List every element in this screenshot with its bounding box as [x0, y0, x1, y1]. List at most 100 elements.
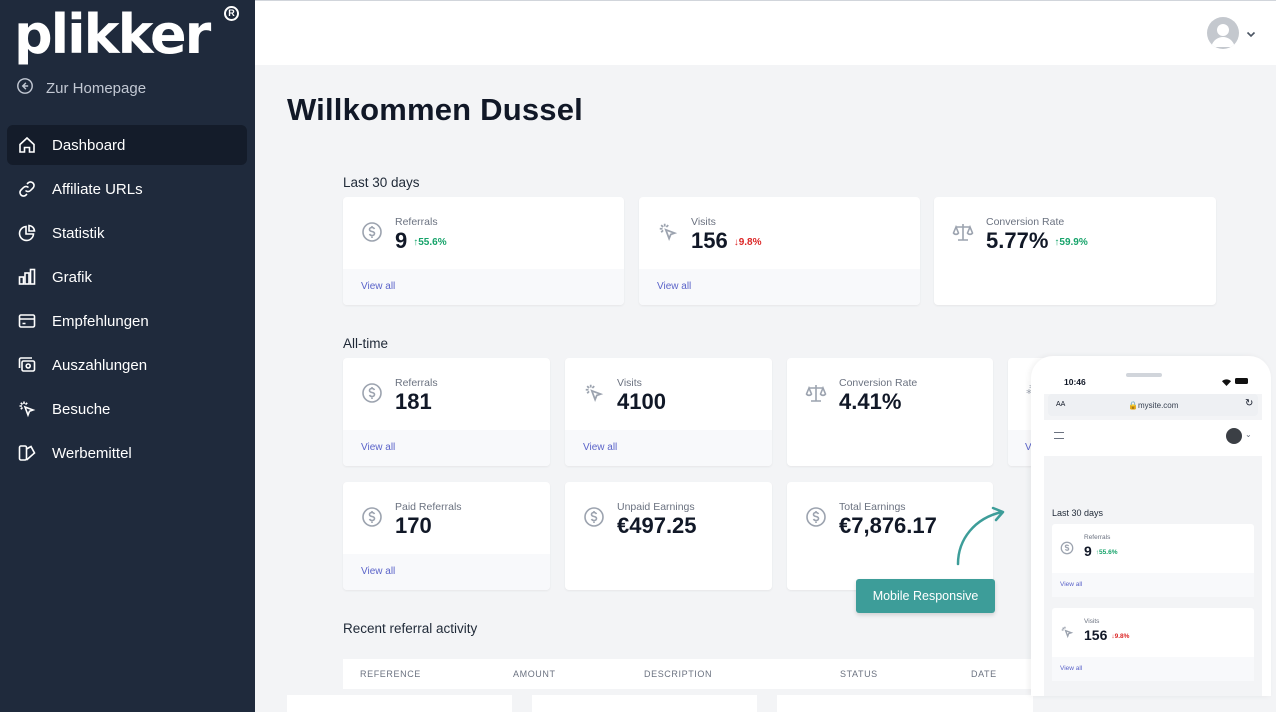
view-all-link[interactable]: View all — [1060, 665, 1083, 672]
metric-value: 9 ↑55.6% — [1084, 543, 1118, 559]
view-all-link[interactable]: View all — [1060, 581, 1083, 588]
card-referrals-all: Referrals 181 View all — [343, 358, 550, 466]
section-label-last-30: Last 30 days — [343, 175, 420, 190]
column-reference[interactable]: REFERENCE — [360, 669, 421, 679]
chevron-down-icon[interactable]: ⌄ — [1245, 430, 1252, 439]
registered-mark: R — [224, 6, 239, 21]
user-avatar[interactable] — [1207, 17, 1239, 49]
section-label-recent: Recent referral activity — [343, 621, 478, 636]
phone-url-bar: AA 🔒mysite.com ↻ — [1048, 394, 1258, 416]
dollar-circle-icon — [583, 506, 605, 528]
sidebar-item-label: Besuche — [52, 400, 111, 418]
mobile-responsive-button[interactable]: Mobile Responsive — [856, 579, 995, 613]
home-link-label: Zur Homepage — [46, 79, 147, 97]
metric-label: Visits — [691, 216, 716, 228]
metric-value: 9 ↑55.6% — [395, 228, 447, 254]
trend-up-badge: ↑55.6% — [1095, 549, 1118, 556]
chevron-down-icon[interactable] — [1245, 27, 1257, 45]
column-date[interactable]: DATE — [971, 669, 997, 679]
page-title: Willkommen Dussel — [287, 92, 583, 127]
avatar[interactable] — [1226, 428, 1242, 444]
phone-card-visits: Visits 156 ↓9.8% View all — [1052, 608, 1254, 681]
sidebar-item-label: Dashboard — [52, 136, 126, 154]
column-description[interactable]: DESCRIPTION — [644, 669, 713, 679]
delta-value: 59.9% — [1059, 237, 1088, 248]
sidebar-item-label: Grafik — [52, 268, 93, 286]
scale-icon — [952, 221, 974, 243]
brand-logo[interactable]: plikker — [14, 3, 211, 66]
sidebar-item-grafik[interactable]: Grafik — [7, 257, 247, 297]
card-unpaid-earnings: Unpaid Earnings €497.25 — [565, 482, 772, 590]
sidebar-item-statistik[interactable]: Statistik — [7, 213, 247, 253]
metric-value: 156 ↓9.8% — [691, 228, 762, 254]
trend-down-badge: ↓9.8% — [733, 237, 762, 248]
metric-value: 156 ↓9.8% — [1084, 627, 1130, 643]
column-status[interactable]: STATUS — [840, 669, 878, 679]
metric-number: 9 — [395, 228, 408, 253]
trend-down-badge: ↓9.8% — [1111, 633, 1130, 640]
view-all-link[interactable]: V — [1025, 442, 1032, 453]
phone-section-label: Last 30 days — [1052, 508, 1104, 518]
sidebar-item-label: Empfehlungen — [52, 312, 149, 330]
sidebar-item-label: Statistik — [52, 224, 105, 242]
cursor-click-icon — [17, 399, 37, 419]
arrow-left-circle-icon — [16, 77, 34, 99]
mobile-preview: 10:46 AA 🔒mysite.com ↻ ⌄ Last 30 days Re… — [1031, 356, 1271, 696]
sidebar-item-besuche[interactable]: Besuche — [7, 389, 247, 429]
top-bar — [255, 0, 1276, 65]
metric-value: 4100 — [617, 389, 666, 414]
sidebar-item-auszahlungen[interactable]: Auszahlungen — [7, 345, 247, 385]
card-visits-30: Visits 156 ↓9.8% View all — [639, 197, 920, 305]
view-all-link[interactable]: View all — [361, 281, 396, 292]
card-visits-all: Visits 4100 View all — [565, 358, 772, 466]
metric-label: Conversion Rate — [986, 216, 1065, 228]
cursor-click-icon — [1060, 625, 1074, 639]
view-all-link[interactable]: View all — [361, 442, 396, 453]
metric-number: 156 — [691, 228, 728, 253]
delta-value: 9.8% — [738, 237, 762, 248]
phone-url: 🔒mysite.com — [1128, 401, 1179, 410]
metric-value: 181 — [395, 389, 432, 414]
sidebar-item-werbemittel[interactable]: Werbemittel — [7, 433, 247, 473]
metric-value: 170 — [395, 513, 432, 538]
card-paid-referrals: Paid Referrals 170 View all — [343, 482, 550, 590]
reload-icon[interactable]: ↻ — [1245, 398, 1254, 409]
metric-label: Total Earnings — [839, 501, 906, 513]
sidebar-item-label: Affiliate URLs — [52, 180, 143, 198]
phone-status-bar: 10:46 — [1044, 370, 1262, 394]
sidebar-item-dashboard[interactable]: Dashboard — [7, 125, 247, 165]
dollar-circle-icon — [361, 506, 383, 528]
metric-label: Referrals — [395, 377, 438, 389]
menu-icon[interactable] — [1054, 432, 1064, 439]
sidebar-item-empfehlungen[interactable]: Empfehlungen — [7, 301, 247, 341]
battery-icon — [1235, 378, 1248, 384]
home-link[interactable]: Zur Homepage — [16, 77, 146, 99]
dollar-circle-icon — [805, 506, 827, 528]
card-referrals-30: Referrals 9 ↑55.6% View all — [343, 197, 624, 305]
cursor-click-icon — [657, 221, 679, 243]
metric-value: 4.41% — [839, 389, 902, 414]
link-icon — [17, 179, 37, 199]
bar-chart-icon — [17, 267, 37, 287]
card-conversion-30: Conversion Rate 5.77% ↑59.9% — [934, 197, 1216, 305]
cash-icon — [17, 355, 37, 375]
view-all-link[interactable]: View all — [361, 566, 396, 577]
wifi-icon — [1222, 378, 1231, 386]
table-first-row — [287, 695, 1033, 712]
view-all-link[interactable]: View all — [583, 442, 618, 453]
sidebar-nav: Dashboard Affiliate URLs Statistik Grafi… — [7, 125, 247, 477]
column-amount[interactable]: AMOUNT — [513, 669, 556, 679]
metric-label: Referrals — [1084, 534, 1111, 541]
sidebar-item-affiliate-urls[interactable]: Affiliate URLs — [7, 169, 247, 209]
collection-icon — [17, 443, 37, 463]
sidebar: plikker R Zur Homepage Dashboard Affilia… — [0, 0, 255, 712]
cursor-click-icon — [583, 382, 605, 404]
text-size-button[interactable]: AA — [1056, 401, 1066, 408]
metric-value: €7,876.17 — [839, 513, 937, 538]
dollar-circle-icon — [361, 221, 383, 243]
card-total-earnings: Total Earnings €7,876.17 — [787, 482, 993, 590]
view-all-link[interactable]: View all — [657, 281, 692, 292]
metric-value: 5.77% ↑59.9% — [986, 228, 1088, 254]
delta-value: 55.6% — [418, 237, 447, 248]
phone-card-referrals: Referrals 9 ↑55.6% View all — [1052, 524, 1254, 597]
